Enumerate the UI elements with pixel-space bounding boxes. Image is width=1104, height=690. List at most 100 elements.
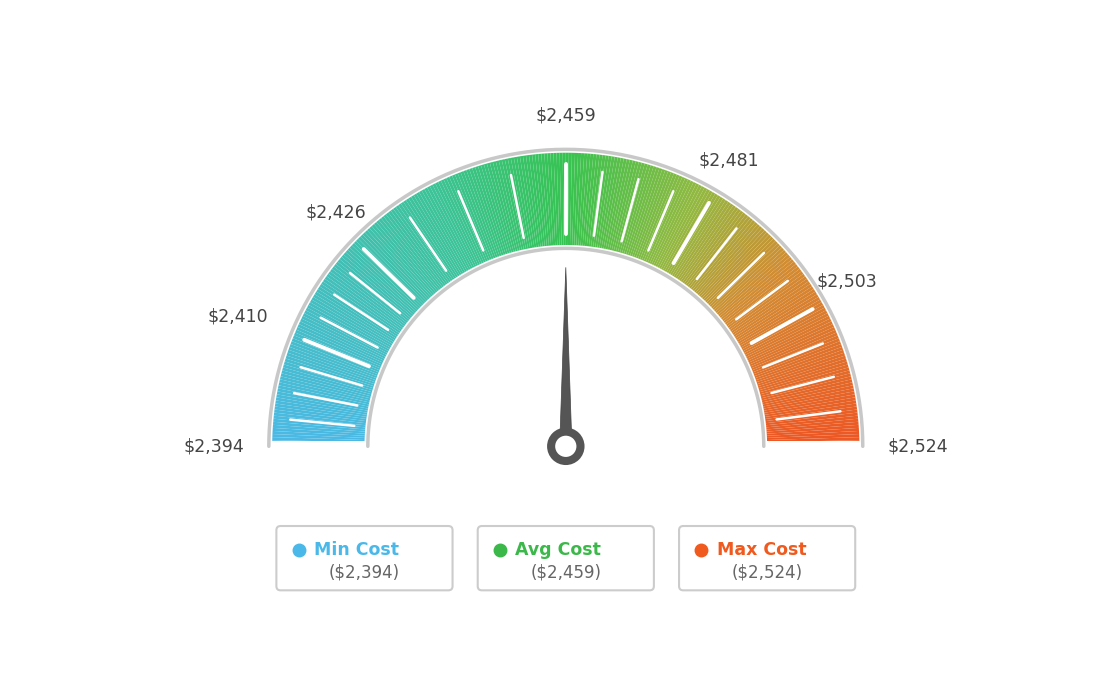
Wedge shape [657, 185, 702, 268]
Wedge shape [692, 218, 753, 291]
Wedge shape [381, 216, 440, 290]
Wedge shape [484, 164, 511, 253]
Wedge shape [492, 161, 518, 251]
Wedge shape [276, 397, 368, 415]
Wedge shape [464, 170, 498, 257]
Wedge shape [762, 376, 851, 400]
Wedge shape [352, 243, 421, 308]
Wedge shape [721, 259, 794, 319]
Wedge shape [762, 380, 852, 402]
Text: $2,503: $2,503 [817, 272, 878, 290]
Wedge shape [286, 355, 374, 386]
Wedge shape [526, 155, 541, 247]
Wedge shape [385, 213, 444, 287]
Wedge shape [348, 248, 417, 312]
Wedge shape [520, 156, 537, 248]
Wedge shape [435, 182, 478, 266]
Wedge shape [332, 266, 406, 324]
Wedge shape [346, 250, 416, 313]
Wedge shape [460, 171, 496, 258]
Wedge shape [355, 239, 424, 306]
Wedge shape [764, 391, 854, 411]
Wedge shape [287, 350, 375, 382]
Wedge shape [289, 344, 378, 378]
Wedge shape [565, 152, 569, 245]
Wedge shape [749, 324, 834, 364]
Wedge shape [284, 362, 373, 390]
Wedge shape [766, 422, 859, 431]
Wedge shape [641, 175, 680, 261]
Text: Min Cost: Min Cost [315, 541, 400, 559]
Wedge shape [308, 302, 391, 349]
Wedge shape [597, 157, 615, 248]
Wedge shape [756, 353, 845, 384]
Wedge shape [475, 166, 506, 255]
Wedge shape [604, 158, 624, 249]
Wedge shape [273, 440, 364, 444]
Wedge shape [753, 338, 840, 374]
Wedge shape [737, 294, 818, 344]
Wedge shape [295, 330, 381, 368]
Wedge shape [414, 194, 464, 274]
Wedge shape [406, 199, 458, 277]
Wedge shape [677, 201, 731, 280]
Wedge shape [620, 164, 648, 253]
Wedge shape [275, 406, 367, 421]
Wedge shape [508, 158, 528, 249]
Wedge shape [350, 246, 420, 310]
Wedge shape [275, 404, 367, 419]
Text: ($2,459): ($2,459) [530, 563, 602, 581]
Wedge shape [602, 157, 620, 248]
Wedge shape [707, 237, 774, 304]
Wedge shape [364, 230, 429, 299]
Wedge shape [670, 195, 721, 275]
Wedge shape [667, 192, 715, 273]
Wedge shape [311, 297, 393, 346]
Wedge shape [744, 310, 827, 355]
Wedge shape [588, 155, 603, 246]
Wedge shape [327, 274, 403, 330]
Wedge shape [391, 209, 447, 285]
Wedge shape [702, 230, 767, 299]
Wedge shape [766, 415, 858, 427]
Wedge shape [736, 292, 817, 342]
Wedge shape [628, 167, 659, 255]
Wedge shape [299, 322, 383, 362]
Wedge shape [741, 302, 824, 349]
Wedge shape [563, 152, 565, 245]
Wedge shape [399, 204, 453, 281]
Wedge shape [719, 255, 790, 317]
Wedge shape [473, 167, 503, 255]
Wedge shape [630, 168, 662, 256]
Wedge shape [752, 335, 839, 372]
Wedge shape [330, 269, 405, 326]
Wedge shape [496, 161, 520, 250]
Wedge shape [290, 341, 378, 376]
Wedge shape [341, 255, 413, 317]
FancyBboxPatch shape [478, 526, 654, 591]
Wedge shape [319, 284, 399, 337]
Wedge shape [560, 152, 564, 245]
Wedge shape [599, 157, 618, 248]
Wedge shape [731, 279, 808, 333]
Wedge shape [280, 376, 370, 400]
Wedge shape [656, 184, 699, 267]
Wedge shape [740, 299, 821, 348]
Wedge shape [499, 160, 522, 250]
Wedge shape [277, 388, 369, 408]
Wedge shape [767, 443, 859, 446]
Wedge shape [314, 294, 394, 344]
Wedge shape [389, 210, 446, 286]
Wedge shape [511, 157, 530, 248]
Wedge shape [651, 181, 693, 265]
FancyBboxPatch shape [679, 526, 856, 591]
Wedge shape [712, 246, 782, 310]
Wedge shape [302, 313, 386, 357]
Circle shape [549, 429, 583, 464]
Wedge shape [433, 184, 476, 267]
Wedge shape [614, 161, 639, 251]
Wedge shape [648, 178, 688, 264]
Wedge shape [725, 266, 799, 324]
Wedge shape [612, 161, 636, 250]
Wedge shape [672, 197, 723, 276]
